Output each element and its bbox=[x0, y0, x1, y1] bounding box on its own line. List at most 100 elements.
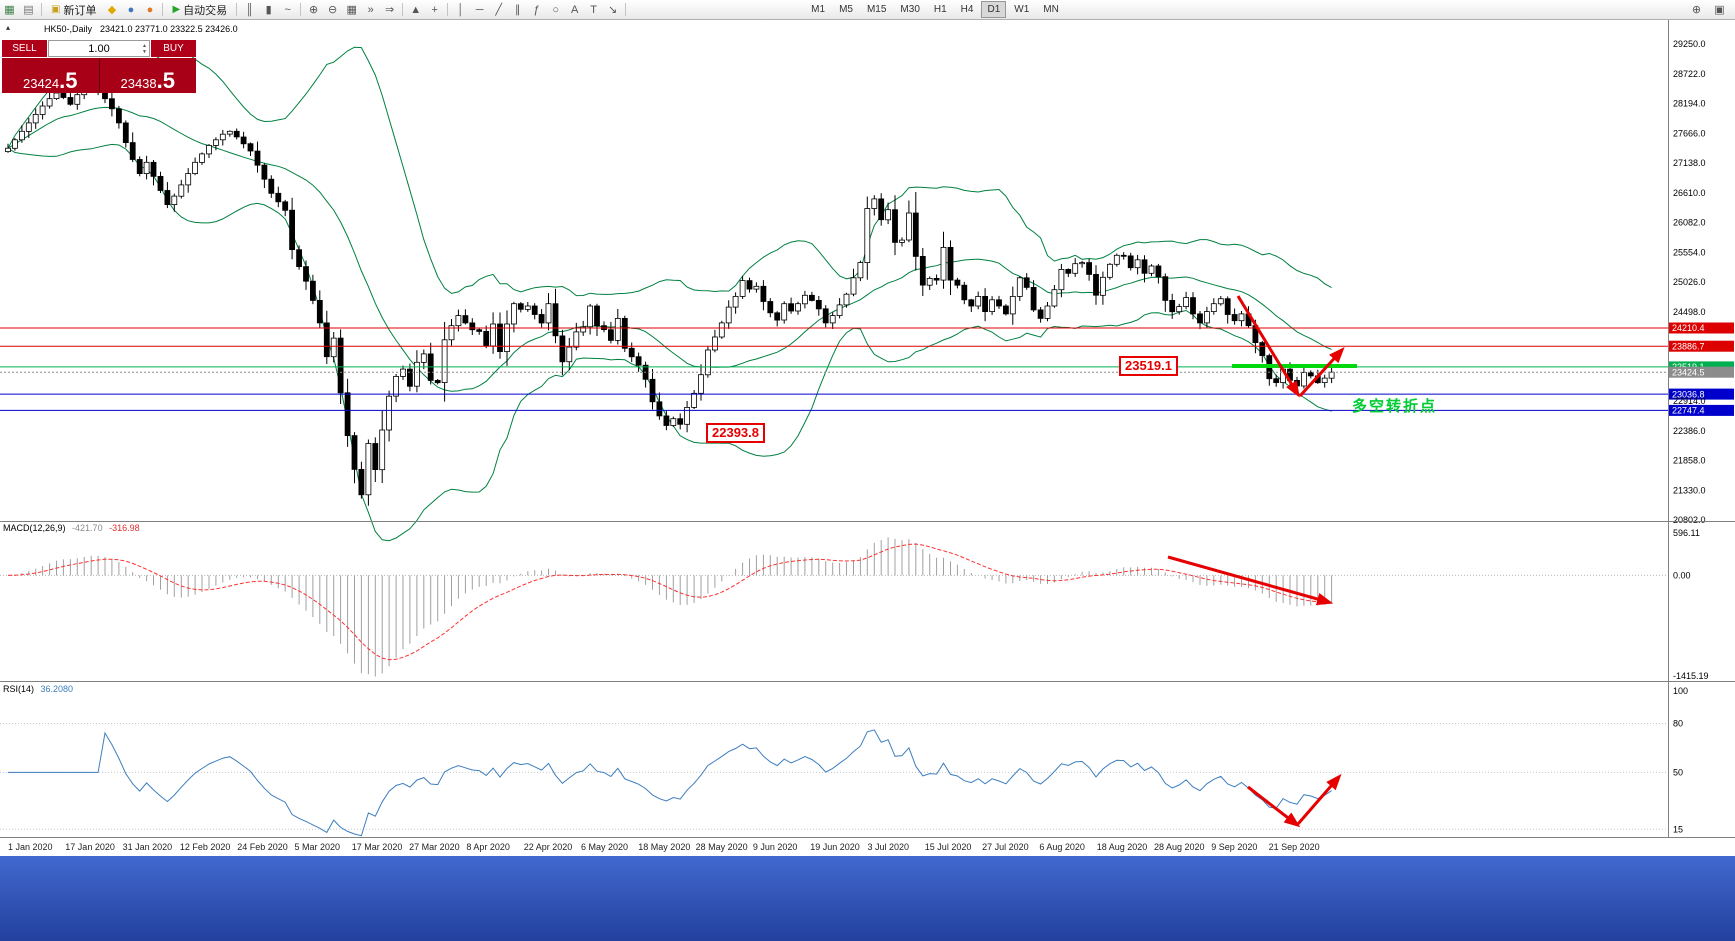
text-icon[interactable]: A bbox=[570, 3, 579, 16]
svg-text:31 Jan 2020: 31 Jan 2020 bbox=[123, 842, 173, 852]
toolbar-separator bbox=[236, 3, 238, 16]
trend-arrow-3[interactable] bbox=[1167, 555, 1334, 606]
toolbar-left-group: ▦ ▤ ▣ 新订单 ◆ ● ● ▶ 自动交易 ║ ▮ ~ ⊕ ⊖ ▦ » ⇒ ▲ + │ ─ ╱ ∥ ƒ ○ A T ↘ bbox=[0, 0, 629, 19]
svg-text:6 May 2020: 6 May 2020 bbox=[581, 842, 628, 852]
svg-text:15: 15 bbox=[1673, 824, 1683, 834]
metaquotes-icon[interactable]: ◆ bbox=[107, 4, 117, 16]
price-annotation-23519[interactable]: 23519.1 bbox=[1119, 356, 1178, 376]
new-chart-icon[interactable]: ▦ bbox=[4, 4, 15, 16]
sell-button[interactable]: SELL bbox=[2, 40, 47, 57]
timeframe-m1[interactable]: M1 bbox=[811, 4, 826, 15]
new-order-button[interactable]: ▣ 新订单 bbox=[45, 1, 102, 18]
volume-spinner[interactable]: ▲ ▼ bbox=[142, 41, 147, 56]
svg-text:21 Sep 2020: 21 Sep 2020 bbox=[1269, 842, 1320, 852]
timeframe-toolbar: M1 M5 M15 M30 H1 H4 D1 W1 MN bbox=[804, 0, 1066, 19]
community-icon[interactable]: ● bbox=[127, 3, 135, 16]
indicator-panes bbox=[0, 537, 1668, 837]
svg-text:0.00: 0.00 bbox=[1673, 570, 1691, 580]
auto-scroll-icon[interactable]: » bbox=[367, 3, 374, 16]
vertical-line-icon[interactable]: │ bbox=[457, 3, 465, 16]
new-order-icon: ▣ bbox=[51, 4, 61, 15]
toolbar-right-group: ⊕ ▣ bbox=[1687, 0, 1729, 19]
toolbar-separator bbox=[625, 3, 627, 16]
svg-text:6 Aug 2020: 6 Aug 2020 bbox=[1039, 842, 1085, 852]
rsi-value: 36.2080 bbox=[40, 684, 74, 694]
svg-text:28194.0: 28194.0 bbox=[1673, 99, 1706, 109]
svg-text:-1415.19: -1415.19 bbox=[1673, 671, 1709, 681]
svg-text:21858.0: 21858.0 bbox=[1673, 456, 1706, 466]
autotrading-button[interactable]: ▶ 自动交易 bbox=[166, 1, 233, 18]
shapes-icon[interactable]: ○ bbox=[552, 3, 559, 16]
toolbar-separator bbox=[162, 3, 164, 16]
drawings[interactable] bbox=[1167, 295, 1357, 828]
svg-text:24 Feb 2020: 24 Feb 2020 bbox=[237, 842, 288, 852]
messages-icon[interactable]: ▣ bbox=[1714, 4, 1725, 16]
timeframe-h4[interactable]: H4 bbox=[960, 4, 974, 15]
volume-input[interactable]: 1.00 ▲ ▼ bbox=[48, 40, 150, 57]
candlestick-mode-icon[interactable]: ▮ bbox=[265, 4, 272, 16]
bollinger-bands bbox=[7, 46, 1332, 542]
macd-main-value: -421.70 bbox=[72, 523, 103, 533]
turning-point-note[interactable]: 多空转折点 bbox=[1352, 398, 1438, 415]
timeframe-mn[interactable]: MN bbox=[1043, 4, 1059, 15]
timeframe-m5[interactable]: M5 bbox=[839, 4, 853, 15]
chart-symbol: HK50-,Daily bbox=[44, 24, 93, 34]
search-icon[interactable]: ⊕ bbox=[1691, 4, 1702, 16]
cursor-icon[interactable]: ▲ bbox=[410, 3, 422, 16]
buy-price-button[interactable]: 23438.5 bbox=[99, 58, 196, 93]
svg-text:23886.7: 23886.7 bbox=[1672, 341, 1705, 351]
tile-windows-icon[interactable]: ▦ bbox=[346, 4, 357, 16]
timeframe-m15[interactable]: M15 bbox=[866, 4, 887, 15]
trendline-icon[interactable]: ╱ bbox=[495, 4, 502, 16]
zoom-in-icon[interactable]: ⊕ bbox=[309, 4, 319, 16]
fibonacci-icon[interactable]: ƒ bbox=[533, 3, 540, 16]
new-order-button-label: 新订单 bbox=[63, 4, 97, 17]
svg-text:596.11: 596.11 bbox=[1673, 528, 1700, 538]
svg-text:28 Aug 2020: 28 Aug 2020 bbox=[1154, 842, 1205, 852]
svg-text:25554.0: 25554.0 bbox=[1673, 247, 1706, 257]
trend-arrow-2[interactable] bbox=[1298, 347, 1345, 398]
sell-price-button[interactable]: 23424.5 bbox=[2, 58, 99, 93]
svg-text:22914.0: 22914.0 bbox=[1673, 396, 1706, 406]
trend-arrow-5[interactable] bbox=[1296, 773, 1342, 825]
svg-text:26610.0: 26610.0 bbox=[1673, 188, 1706, 198]
profiles-icon[interactable]: ▤ bbox=[23, 4, 34, 16]
svg-text:20802.0: 20802.0 bbox=[1673, 515, 1706, 525]
line-chart-mode-icon[interactable]: ~ bbox=[284, 3, 291, 16]
svg-text:27 Jul 2020: 27 Jul 2020 bbox=[982, 842, 1029, 852]
svg-text:27138.0: 27138.0 bbox=[1673, 158, 1706, 168]
chart-shift-icon[interactable]: ⇒ bbox=[385, 4, 395, 16]
bar-chart-mode-icon[interactable]: ║ bbox=[245, 3, 254, 16]
svg-text:28 May 2020: 28 May 2020 bbox=[696, 842, 748, 852]
toolbar-separator bbox=[300, 3, 302, 16]
arrows-tool-icon[interactable]: ↘ bbox=[608, 4, 618, 16]
crosshair-icon[interactable]: + bbox=[431, 3, 438, 16]
label-icon[interactable]: T bbox=[590, 3, 598, 16]
buy-button[interactable]: BUY bbox=[151, 40, 196, 57]
timeframe-w1[interactable]: W1 bbox=[1014, 4, 1030, 15]
svg-text:9 Sep 2020: 9 Sep 2020 bbox=[1211, 842, 1257, 852]
svg-text:23036.8: 23036.8 bbox=[1672, 389, 1705, 399]
zoom-out-icon[interactable]: ⊖ bbox=[328, 4, 338, 16]
horizontal-line-icon[interactable]: ─ bbox=[475, 3, 484, 16]
timeframe-h1[interactable]: H1 bbox=[933, 4, 947, 15]
price-annotation-22393[interactable]: 22393.8 bbox=[706, 423, 765, 443]
channel-icon[interactable]: ∥ bbox=[514, 4, 521, 16]
svg-text:5 Mar 2020: 5 Mar 2020 bbox=[295, 842, 341, 852]
autotrading-button-label: 自动交易 bbox=[183, 4, 228, 17]
market-icon[interactable]: ● bbox=[146, 3, 154, 16]
trend-arrow-4[interactable] bbox=[1247, 785, 1301, 828]
spin-down-icon[interactable]: ▼ bbox=[142, 48, 147, 55]
toolbar-separator bbox=[41, 3, 42, 16]
trend-arrow-1[interactable] bbox=[1236, 295, 1300, 398]
svg-text:9 Jun 2020: 9 Jun 2020 bbox=[753, 842, 798, 852]
svg-text:3 Jul 2020: 3 Jul 2020 bbox=[868, 842, 910, 852]
spin-up-icon[interactable]: ▲ bbox=[142, 42, 147, 49]
rsi-label: RSI(14) 36.2080 bbox=[3, 684, 73, 694]
svg-text:15 Jul 2020: 15 Jul 2020 bbox=[925, 842, 972, 852]
timeframe-d1[interactable]: D1 bbox=[981, 1, 1007, 18]
timeframe-m30[interactable]: M30 bbox=[900, 4, 920, 15]
one-click-trading-panel: SELL 1.00 ▲ ▼ BUY 23424.5 23438.5 bbox=[2, 40, 196, 93]
one-click-toggle-icon[interactable]: ▴ bbox=[6, 23, 11, 32]
